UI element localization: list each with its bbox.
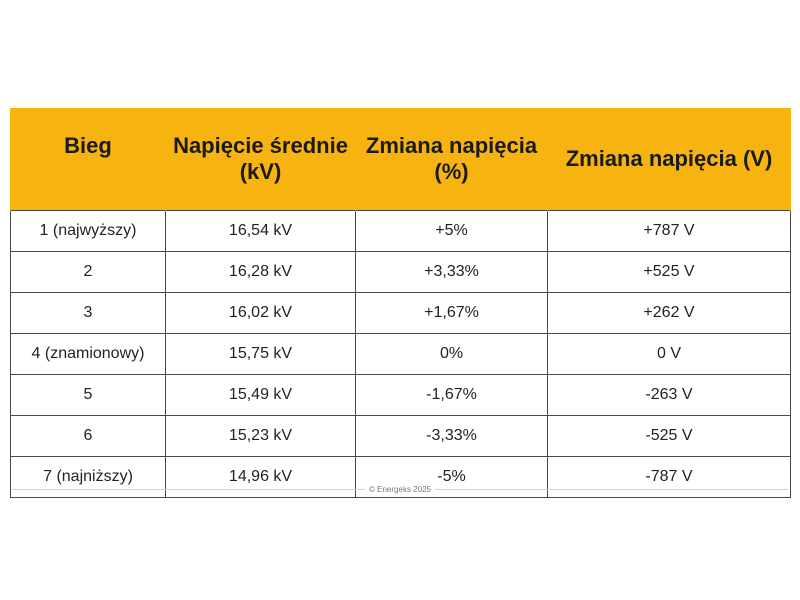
cell-bieg: 6 <box>10 415 166 457</box>
table-row: 6 15,23 kV -3,33% -525 V <box>10 415 791 457</box>
cell-napiecie: 15,23 kV <box>165 415 356 457</box>
copyright-text: © Energeks 2025 <box>365 485 435 494</box>
table-row: 3 16,02 kV +1,67% +262 V <box>10 292 791 334</box>
cell-napiecie: 16,54 kV <box>165 210 356 252</box>
cell-zmiana-volt: -525 V <box>547 415 791 457</box>
table-row: 7 (najniższy) 14,96 kV -5% -787 V <box>10 456 791 498</box>
cell-zmiana-volt: +787 V <box>547 210 791 252</box>
copyright-footer: © Energeks 2025 <box>0 485 800 495</box>
header-napiecie-srednie: Napięcie średnie (kV) <box>165 108 356 211</box>
table-row: 2 16,28 kV +3,33% +525 V <box>10 251 791 293</box>
cell-bieg: 2 <box>10 251 166 293</box>
cell-zmiana-volt: -263 V <box>547 374 791 416</box>
header-bieg: Bieg <box>10 108 166 211</box>
cell-napiecie: 16,28 kV <box>165 251 356 293</box>
header-zmiana-procent: Zmiana napięcia (%) <box>355 108 548 211</box>
cell-zmiana-procent: +1,67% <box>355 292 548 334</box>
cell-bieg: 5 <box>10 374 166 416</box>
table-header-row: Bieg Napięcie średnie (kV) Zmiana napięc… <box>10 108 791 211</box>
cell-napiecie: 15,75 kV <box>165 333 356 375</box>
cell-zmiana-procent: -3,33% <box>355 415 548 457</box>
cell-zmiana-procent: 0% <box>355 333 548 375</box>
cell-zmiana-volt: +525 V <box>547 251 791 293</box>
cell-zmiana-procent: +3,33% <box>355 251 548 293</box>
cell-napiecie: 14,96 kV <box>165 456 356 498</box>
cell-zmiana-volt: -787 V <box>547 456 791 498</box>
cell-bieg: 4 (znamionowy) <box>10 333 166 375</box>
cell-napiecie: 16,02 kV <box>165 292 356 334</box>
table-row: 1 (najwyższy) 16,54 kV +5% +787 V <box>10 210 791 252</box>
cell-zmiana-procent: +5% <box>355 210 548 252</box>
header-zmiana-volt: Zmiana napięcia (V) <box>547 108 791 211</box>
cell-zmiana-volt: 0 V <box>547 333 791 375</box>
cell-bieg: 3 <box>10 292 166 334</box>
table-row: 4 (znamionowy) 15,75 kV 0% 0 V <box>10 333 791 375</box>
cell-bieg: 7 (najniższy) <box>10 456 166 498</box>
cell-zmiana-volt: +262 V <box>547 292 791 334</box>
cell-bieg: 1 (najwyższy) <box>10 210 166 252</box>
table-row: 5 15,49 kV -1,67% -263 V <box>10 374 791 416</box>
tap-voltage-table: Bieg Napięcie średnie (kV) Zmiana napięc… <box>10 108 791 498</box>
cell-napiecie: 15,49 kV <box>165 374 356 416</box>
cell-zmiana-procent: -1,67% <box>355 374 548 416</box>
